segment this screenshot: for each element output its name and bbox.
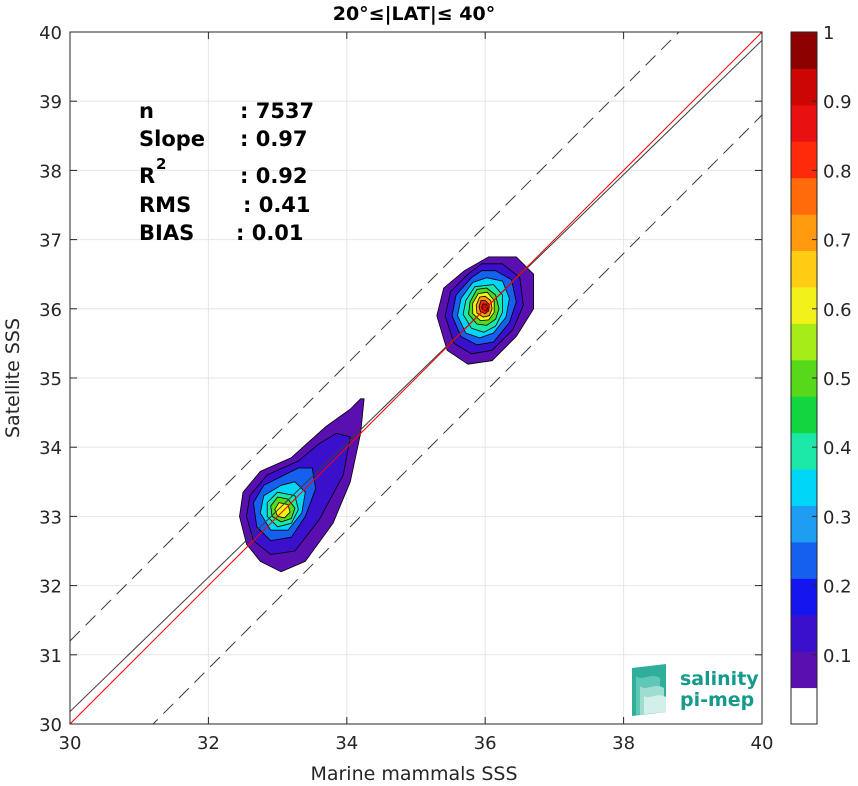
- density-contours: [239, 256, 534, 573]
- logo-line-2: pi-mep: [680, 689, 754, 711]
- colorbar-tick-label: 0.2: [823, 577, 852, 598]
- x-tick-label: 32: [197, 733, 220, 754]
- contour-level: [274, 502, 291, 519]
- stat-r2-label: R: [139, 164, 155, 188]
- y-tick-label: 40: [39, 23, 62, 44]
- colorbar-tick-label: 0.9: [823, 92, 852, 113]
- colorbar-band: [791, 104, 817, 142]
- colorbar-band: [791, 141, 817, 179]
- y-tick-label: 31: [39, 646, 62, 667]
- upper-dashed-line: [70, 32, 680, 642]
- stat-rms-label: RMS: [139, 193, 191, 217]
- colorbar-band: [791, 687, 817, 725]
- stat-slope-value: : 0.97: [240, 127, 308, 151]
- colorbar-tick-label: 0.8: [823, 161, 852, 182]
- y-tick-label: 38: [39, 161, 62, 182]
- cluster-high: [436, 256, 534, 365]
- grid: [69, 31, 763, 725]
- x-axis-label: Marine mammals SSS: [310, 763, 517, 785]
- colorbar-band: [791, 505, 817, 543]
- stat-slope-label: Slope: [139, 127, 205, 151]
- stat-rms-value: : 0.41: [243, 193, 311, 217]
- y-tick-label: 30: [39, 715, 62, 736]
- colorbar-band: [791, 396, 817, 434]
- x-tick-label: 38: [612, 733, 635, 754]
- colorbar-band: [791, 323, 817, 361]
- axis-ticks: 30 32 34 36 38 40 30 31 32 33 34 35 36 37 38 39 40: [39, 23, 773, 754]
- lower-dashed-line: [152, 114, 762, 724]
- x-tick-label: 36: [474, 733, 497, 754]
- stat-bias-label: BIAS: [139, 221, 194, 245]
- x-tick-label: 34: [335, 733, 358, 754]
- colorbar-band: [791, 651, 817, 689]
- colorbar-tick-label: 0.7: [823, 231, 852, 252]
- identity-line: [70, 32, 762, 724]
- colorbar-band: [791, 68, 817, 106]
- y-tick-label: 35: [39, 369, 62, 390]
- logo-wave-icon: [632, 664, 666, 716]
- y-tick-label: 37: [39, 231, 62, 252]
- colorbar-tick-label: 1: [823, 23, 834, 44]
- x-tick-label: 30: [59, 733, 82, 754]
- colorbar-band: [791, 250, 817, 288]
- colorbar-tick-label: 0.3: [823, 507, 852, 528]
- chart-title: 20°≤|LAT|≤ 40°: [333, 3, 496, 25]
- stat-n-label: n: [139, 99, 154, 123]
- y-tick-label: 32: [39, 577, 62, 598]
- stats-annotation: n : 7537 Slope : 0.97 R 2 : 0.92 RMS : 0…: [139, 99, 314, 245]
- y-tick-label: 33: [39, 507, 62, 528]
- contour-level: [481, 303, 489, 312]
- stat-r2-value: : 0.92: [240, 164, 308, 188]
- colorbar-tick-label: 0.1: [823, 646, 852, 667]
- colorbar-band: [791, 32, 817, 69]
- colorbar-tick-label: 0.5: [823, 369, 852, 390]
- y-tick-label: 39: [39, 92, 62, 113]
- stat-bias-value: : 0.01: [236, 221, 304, 245]
- colorbar-band: [791, 578, 817, 616]
- fit-line: [70, 39, 762, 712]
- colorbar-band: [791, 286, 817, 324]
- y-tick-label: 34: [39, 438, 62, 459]
- reference-lines: [70, 32, 762, 724]
- stat-r2-superscript: 2: [156, 155, 166, 173]
- colorbar: 0.1 0.2 0.3 0.4 0.5 0.6 0.7 0.8 0.9 1: [790, 23, 852, 725]
- y-tick-label: 36: [39, 300, 62, 321]
- colorbar-tick-label: 0.4: [823, 438, 852, 459]
- x-tick-label: 40: [751, 733, 774, 754]
- colorbar-band: [791, 469, 817, 506]
- colorbar-band: [791, 432, 817, 470]
- colorbar-band: [791, 177, 817, 215]
- colorbar-band: [791, 214, 817, 252]
- stat-n-value: : 7537: [240, 99, 314, 123]
- colorbar-tick-label: 0.6: [823, 300, 852, 321]
- colorbar-band: [791, 541, 817, 579]
- y-axis-label: Satellite SSS: [2, 318, 24, 438]
- logo-line-1: salinity: [680, 668, 759, 690]
- colorbar-band: [791, 614, 817, 652]
- cluster-low: [239, 398, 365, 573]
- salinity-pi-mep-logo: salinity pi-mep: [632, 664, 759, 716]
